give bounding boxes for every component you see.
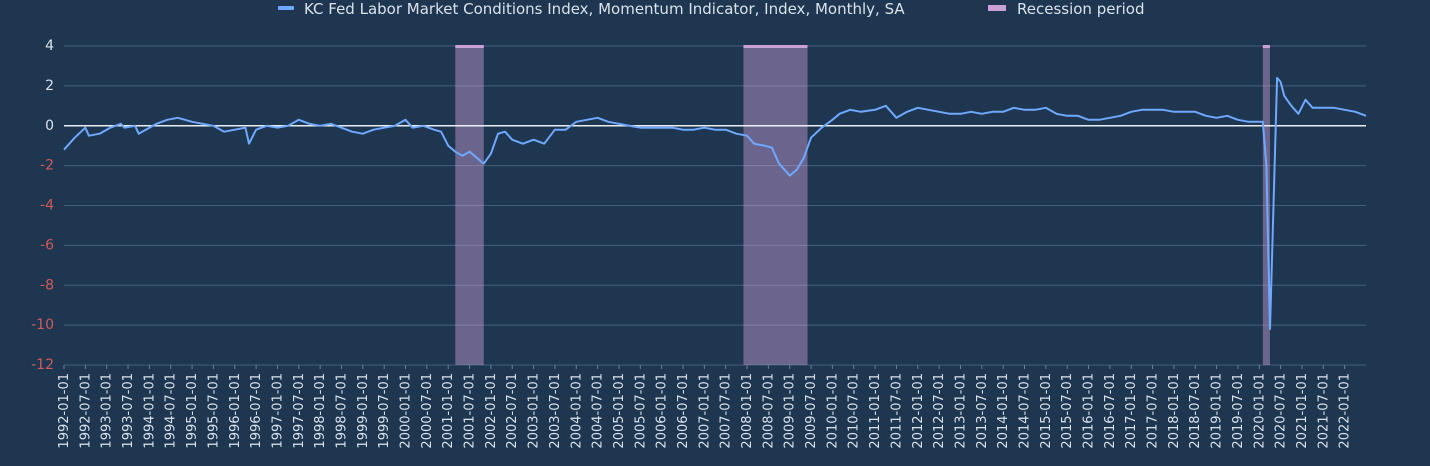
x-tick-label: 2014-07-01 xyxy=(1017,373,1032,449)
x-tick-label: 2011-01-01 xyxy=(868,373,883,449)
x-axis-ticks: 1992-01-01 1992-07-01 1993-01-01 1993-07-01… xyxy=(57,365,1353,449)
x-tick-label: 2012-01-01 xyxy=(911,373,926,449)
x-tick-label: 2003-01-01 xyxy=(527,373,542,449)
x-tick-label: 1995-07-01 xyxy=(206,373,221,449)
legend-series-swatch xyxy=(278,6,294,10)
x-tick-label: 2011-07-01 xyxy=(889,373,904,449)
x-tick-label: 2004-01-01 xyxy=(569,373,584,449)
y-tick-label: -10 xyxy=(31,317,54,333)
x-tick-label: 2005-07-01 xyxy=(633,373,648,449)
x-tick-label: 2016-01-01 xyxy=(1082,373,1097,449)
x-tick-label: 2021-01-01 xyxy=(1295,373,1310,449)
y-tick-label: -6 xyxy=(40,237,54,253)
x-tick-label: 1996-07-01 xyxy=(249,373,264,449)
x-tick-label: 2010-01-01 xyxy=(825,373,840,449)
x-tick-label: 2012-07-01 xyxy=(932,373,947,449)
x-tick-label: 2015-07-01 xyxy=(1060,373,1075,449)
x-tick-label: 1992-01-01 xyxy=(57,373,72,449)
x-tick-label: 2000-01-01 xyxy=(399,373,414,449)
x-tick-label: 2003-07-01 xyxy=(548,373,563,449)
x-tick-label: 2004-07-01 xyxy=(591,373,606,449)
x-tick-label: 1997-01-01 xyxy=(270,373,285,449)
recession-band-top xyxy=(743,45,808,48)
x-tick-label: 1993-07-01 xyxy=(121,373,136,449)
y-tick-label: 4 xyxy=(45,38,54,54)
x-tick-label: 2016-07-01 xyxy=(1103,373,1118,449)
y-tick-label: 0 xyxy=(45,118,54,134)
x-tick-label: 1992-07-01 xyxy=(78,373,93,449)
recession-band-top xyxy=(455,45,484,48)
x-tick-label: 1996-01-01 xyxy=(228,373,243,449)
legend: KC Fed Labor Market Conditions Index, Mo… xyxy=(278,0,1145,18)
x-tick-label: 2006-01-01 xyxy=(655,373,670,449)
x-tick-label: 2020-07-01 xyxy=(1274,373,1289,449)
x-tick-label: 2009-07-01 xyxy=(804,373,819,449)
x-tick-label: 1997-07-01 xyxy=(292,373,307,449)
x-tick-label: 2007-01-01 xyxy=(697,373,712,449)
x-tick-label: 1998-01-01 xyxy=(313,373,328,449)
x-tick-label: 2006-07-01 xyxy=(676,373,691,449)
x-tick-label: 2000-07-01 xyxy=(420,373,435,449)
x-tick-label: 2008-01-01 xyxy=(740,373,755,449)
x-tick-label: 2002-07-01 xyxy=(505,373,520,449)
x-tick-label: 1998-07-01 xyxy=(334,373,349,449)
x-tick-label: 2018-07-01 xyxy=(1188,373,1203,449)
y-tick-label: -12 xyxy=(31,357,54,373)
gridlines xyxy=(64,45,1366,366)
x-tick-label: 1999-07-01 xyxy=(377,373,392,449)
x-tick-label: 2017-01-01 xyxy=(1124,373,1139,449)
x-tick-label: 2022-01-01 xyxy=(1338,373,1353,449)
recession-band xyxy=(743,46,808,365)
x-tick-label: 1994-07-01 xyxy=(164,373,179,449)
x-tick-label: 2019-01-01 xyxy=(1210,373,1225,449)
x-tick-label: 2019-07-01 xyxy=(1231,373,1246,449)
y-tick-label: -4 xyxy=(40,198,54,214)
y-axis-ticks: 4 2 0 -2 -4 -6 -8 -10 -12 xyxy=(31,38,54,373)
x-tick-label: 1995-01-01 xyxy=(185,373,200,449)
x-tick-label: 2013-07-01 xyxy=(975,373,990,449)
x-tick-label: 1999-01-01 xyxy=(356,373,371,449)
series-line-group xyxy=(63,76,1367,331)
x-tick-label: 2010-07-01 xyxy=(847,373,862,449)
x-tick-label: 2002-01-01 xyxy=(484,373,499,449)
x-tick-label: 2001-01-01 xyxy=(441,373,456,449)
x-tick-label: 2009-01-01 xyxy=(783,373,798,449)
x-tick-label: 2001-07-01 xyxy=(463,373,478,449)
legend-series-label: KC Fed Labor Market Conditions Index, Mo… xyxy=(304,0,905,18)
x-tick-label: 2021-07-01 xyxy=(1316,373,1331,449)
legend-recession-label: Recession period xyxy=(1017,0,1145,18)
y-tick-label: -8 xyxy=(40,277,54,293)
x-tick-label: 2013-01-01 xyxy=(953,373,968,449)
x-tick-label: 2020-01-01 xyxy=(1252,373,1267,449)
x-tick-label: 2018-01-01 xyxy=(1167,373,1182,449)
x-tick-label: 2014-01-01 xyxy=(996,373,1011,449)
recession-band xyxy=(455,46,484,365)
x-tick-label: 1994-01-01 xyxy=(142,373,157,449)
legend-recession-swatch xyxy=(988,5,1006,11)
recession-band-top xyxy=(1262,45,1270,48)
x-tick-label: 2017-07-01 xyxy=(1146,373,1161,449)
x-tick-label: 2015-01-01 xyxy=(1039,373,1054,449)
series-line xyxy=(63,76,1367,331)
x-tick-label: 1993-01-01 xyxy=(100,373,115,449)
x-tick-label: 2007-07-01 xyxy=(719,373,734,449)
x-tick-label: 2008-07-01 xyxy=(761,373,776,449)
y-tick-label: 2 xyxy=(45,78,54,94)
y-tick-label: -2 xyxy=(40,158,54,174)
x-tick-label: 2005-01-01 xyxy=(612,373,627,449)
